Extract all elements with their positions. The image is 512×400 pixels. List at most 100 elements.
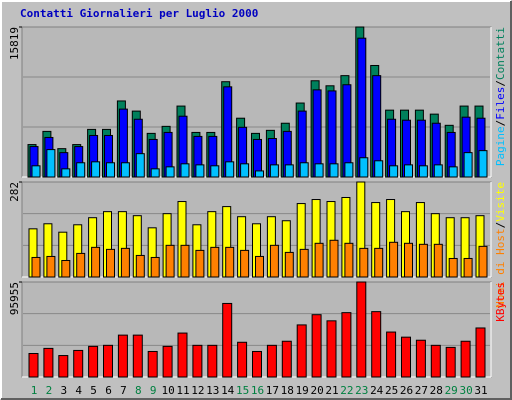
bar	[344, 242, 354, 278]
y-tick-label: 95955	[8, 282, 21, 315]
x-tick-label: 16	[251, 384, 264, 397]
bar	[445, 346, 456, 378]
bar	[252, 350, 262, 378]
x-tick-label: 12	[191, 384, 204, 397]
bar	[58, 355, 69, 378]
bar	[475, 327, 486, 378]
x-tick-label: 18	[281, 384, 294, 397]
x-tick-label: 6	[105, 384, 112, 397]
bar	[344, 162, 354, 178]
x-tick-label: 8	[135, 384, 142, 397]
legend: Nomi di Host/Visite	[494, 182, 507, 308]
bar	[448, 257, 458, 278]
x-tick-label: 19	[296, 384, 309, 397]
bar	[120, 247, 130, 278]
bar	[433, 243, 443, 278]
x-tick-label: 20	[310, 384, 323, 397]
bar	[311, 314, 322, 378]
x-tick-label: 15	[236, 384, 249, 397]
bar	[404, 164, 413, 178]
bar	[430, 344, 441, 378]
bar	[28, 353, 39, 378]
bar	[374, 247, 384, 278]
bar	[296, 324, 307, 378]
bar	[162, 345, 173, 378]
bar	[356, 281, 367, 378]
bar	[192, 344, 203, 378]
bar	[210, 165, 220, 178]
bar	[210, 246, 220, 278]
x-tick-label: 27	[415, 384, 428, 397]
x-tick-label: 24	[370, 384, 384, 397]
bar	[460, 340, 471, 378]
x-tick-label: 10	[161, 384, 174, 397]
bar	[76, 252, 86, 278]
x-tick-label: 17	[266, 384, 279, 397]
bar	[314, 242, 324, 278]
bar	[120, 162, 130, 178]
bar	[225, 161, 235, 178]
bar	[225, 246, 235, 278]
bar	[180, 244, 190, 278]
bar	[478, 150, 488, 178]
bar	[389, 241, 399, 278]
bar	[31, 165, 41, 178]
legend-separator: /	[494, 80, 507, 87]
bar	[404, 242, 413, 278]
bar	[418, 165, 428, 178]
legend-entry: Nomi di Host	[494, 228, 507, 307]
x-tick-label: 7	[120, 384, 127, 397]
bar	[359, 157, 369, 178]
bar	[357, 37, 367, 178]
bar	[284, 164, 294, 178]
bar	[195, 249, 205, 278]
bar	[326, 320, 337, 378]
bar	[284, 251, 294, 278]
bar	[207, 344, 218, 378]
bar	[31, 256, 41, 278]
bar	[448, 166, 458, 178]
bar	[299, 248, 309, 278]
bar	[195, 164, 205, 178]
x-tick-label: 29	[445, 384, 458, 397]
bar	[135, 153, 145, 178]
bar	[255, 170, 264, 178]
legend-entry: Contatti	[494, 27, 507, 80]
bar	[281, 340, 292, 378]
bar	[359, 247, 369, 278]
bar	[401, 336, 411, 378]
bar	[61, 259, 71, 278]
x-tick-label: 28	[430, 384, 443, 397]
bar	[433, 164, 443, 178]
bar	[341, 312, 352, 378]
bar	[389, 165, 399, 178]
bar	[177, 332, 188, 378]
x-tick-label: 14	[221, 384, 235, 397]
bar	[266, 344, 277, 378]
bar	[88, 345, 99, 378]
bar	[240, 249, 250, 278]
x-tick-label: 22	[340, 384, 353, 397]
bar	[299, 162, 309, 178]
bar	[165, 166, 175, 178]
bar	[76, 162, 86, 178]
bar	[240, 163, 250, 178]
bar	[135, 254, 145, 278]
bar	[46, 255, 56, 278]
bar	[147, 350, 158, 378]
bar	[329, 239, 339, 278]
legend-entry: KBytes	[494, 282, 507, 322]
legend: KBytes	[494, 282, 507, 322]
x-tick-label: 5	[90, 384, 97, 397]
legend-entry: Files	[494, 87, 507, 120]
bar	[463, 152, 473, 178]
x-tick-label: 23	[355, 384, 368, 397]
bar	[415, 339, 426, 378]
bar	[73, 349, 84, 378]
legend-separator: /	[494, 120, 507, 127]
x-tick-label: 2	[46, 384, 53, 397]
bar	[222, 302, 233, 378]
